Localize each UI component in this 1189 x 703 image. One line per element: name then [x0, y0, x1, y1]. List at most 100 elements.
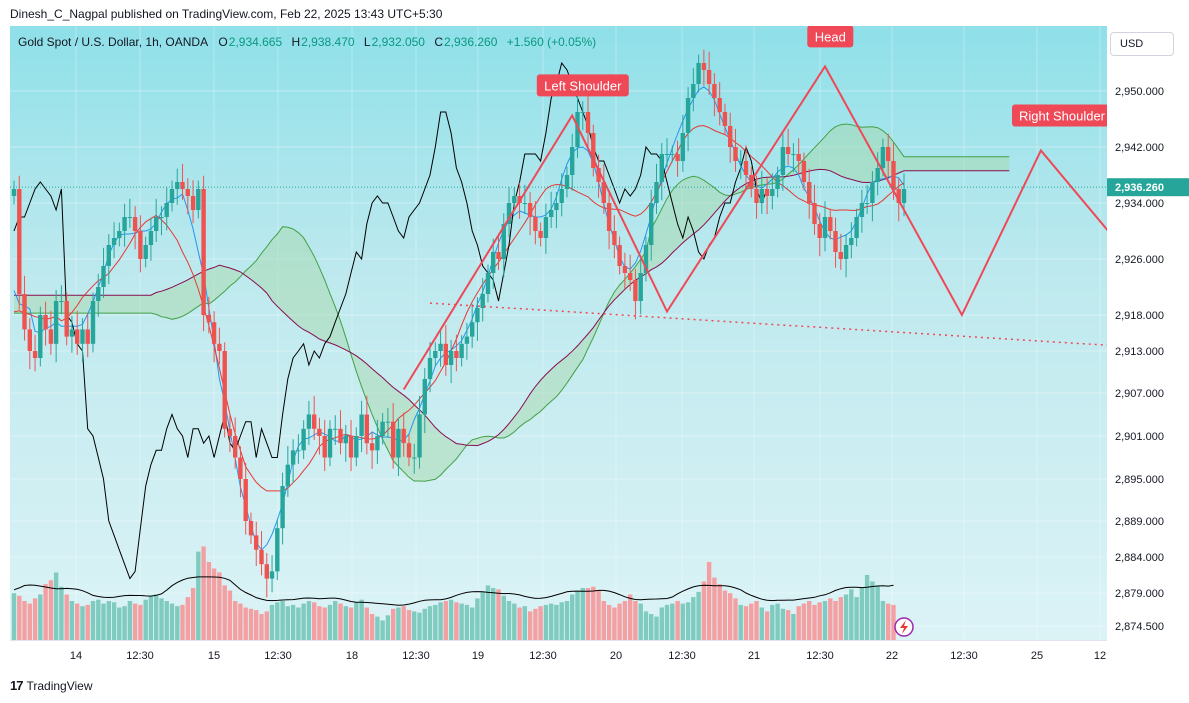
- candle-body[interactable]: [59, 301, 64, 302]
- candle-body[interactable]: [596, 168, 601, 182]
- candle-body[interactable]: [622, 266, 628, 273]
- candle-body[interactable]: [243, 479, 248, 521]
- candle-body[interactable]: [254, 535, 259, 550]
- candle-body[interactable]: [185, 189, 190, 196]
- candle-body[interactable]: [549, 210, 554, 217]
- candle-body[interactable]: [464, 336, 470, 344]
- candle-body[interactable]: [875, 168, 880, 182]
- candle-body[interactable]: [148, 231, 154, 245]
- candle-body[interactable]: [591, 133, 596, 168]
- candle-body[interactable]: [106, 245, 111, 266]
- candle-body[interactable]: [417, 414, 422, 458]
- candle-body[interactable]: [175, 182, 180, 189]
- candle-body[interactable]: [43, 315, 48, 330]
- candle-body[interactable]: [475, 308, 480, 323]
- candle-body[interactable]: [343, 436, 348, 444]
- candle-body[interactable]: [154, 217, 159, 231]
- candle-body[interactable]: [791, 154, 796, 155]
- candle-body[interactable]: [706, 70, 712, 84]
- candle-body[interactable]: [364, 414, 369, 444]
- candle-body[interactable]: [712, 84, 717, 98]
- candle-body[interactable]: [780, 147, 786, 175]
- candlestick-chart[interactable]: Left Shoulder Head Right Shoulder: [10, 26, 1107, 640]
- candle-body[interactable]: [454, 351, 459, 358]
- candle-body[interactable]: [901, 189, 907, 203]
- candle-body[interactable]: [269, 571, 275, 579]
- candle-body[interactable]: [290, 450, 296, 465]
- candle-body[interactable]: [385, 421, 391, 423]
- tradingview-brand[interactable]: 17 TradingView: [10, 678, 93, 693]
- candle-body[interactable]: [606, 203, 612, 231]
- candle-body[interactable]: [459, 343, 464, 358]
- candle-body[interactable]: [222, 351, 227, 429]
- candle-body[interactable]: [312, 414, 317, 429]
- candle-body[interactable]: [891, 161, 896, 189]
- candle-body[interactable]: [427, 358, 433, 379]
- candle-body[interactable]: [506, 203, 512, 224]
- candle-body[interactable]: [143, 245, 148, 259]
- candle-body[interactable]: [111, 238, 117, 245]
- candle-body[interactable]: [754, 189, 759, 203]
- candle-body[interactable]: [659, 154, 664, 182]
- candle-body[interactable]: [801, 161, 807, 182]
- candle-body[interactable]: [564, 175, 570, 189]
- candle-body[interactable]: [48, 329, 54, 344]
- candle-body[interactable]: [401, 428, 406, 444]
- candle-body[interactable]: [380, 421, 385, 436]
- candle-body[interactable]: [211, 322, 217, 344]
- candle-body[interactable]: [306, 414, 312, 429]
- candle-body[interactable]: [433, 351, 438, 358]
- candle-body[interactable]: [285, 464, 290, 486]
- candle-body[interactable]: [575, 112, 580, 147]
- candle-body[interactable]: [512, 196, 517, 203]
- candle-body[interactable]: [443, 343, 448, 365]
- candle-body[interactable]: [859, 203, 865, 217]
- candle-body[interactable]: [770, 189, 775, 196]
- candle-body[interactable]: [812, 203, 817, 224]
- candle-body[interactable]: [628, 273, 633, 280]
- candle-body[interactable]: [733, 147, 738, 161]
- candle-body[interactable]: [354, 436, 359, 458]
- candle-body[interactable]: [132, 217, 138, 231]
- candle-body[interactable]: [559, 189, 564, 203]
- candle-body[interactable]: [22, 294, 27, 330]
- candle-body[interactable]: [838, 252, 843, 259]
- candle-body[interactable]: [85, 329, 90, 344]
- candle-body[interactable]: [422, 379, 427, 415]
- price-scale[interactable]: 2,950.000 2,942.000 2,934.000 2,926.000 2,91…: [1107, 26, 1189, 640]
- candle-body[interactable]: [580, 112, 585, 113]
- candle-body[interactable]: [406, 443, 412, 458]
- candle-body[interactable]: [11, 189, 17, 196]
- candle-body[interactable]: [886, 147, 891, 161]
- candle-body[interactable]: [396, 428, 401, 458]
- candle-body[interactable]: [833, 231, 838, 252]
- candle-body[interactable]: [227, 428, 233, 436]
- candle-body[interactable]: [90, 301, 96, 344]
- candle-body[interactable]: [533, 217, 538, 231]
- candle-body[interactable]: [701, 63, 707, 70]
- candle-body[interactable]: [822, 217, 828, 238]
- candle-body[interactable]: [369, 443, 375, 451]
- candle-body[interactable]: [680, 133, 685, 161]
- candle-body[interactable]: [75, 329, 80, 344]
- candle-body[interactable]: [896, 189, 901, 203]
- candle-body[interactable]: [828, 217, 833, 231]
- candle-body[interactable]: [322, 436, 327, 458]
- candle-body[interactable]: [796, 154, 801, 161]
- candle-body[interactable]: [164, 203, 169, 217]
- candle-body[interactable]: [127, 217, 133, 218]
- candle-body[interactable]: [201, 189, 206, 315]
- candle-body[interactable]: [664, 154, 670, 155]
- currency-selector[interactable]: USD: [1110, 32, 1174, 56]
- candle-body[interactable]: [69, 329, 75, 337]
- candle-body[interactable]: [53, 301, 59, 344]
- candle-body[interactable]: [391, 421, 396, 458]
- candle-body[interactable]: [717, 98, 722, 112]
- candle-body[interactable]: [759, 189, 764, 203]
- candle-body[interactable]: [448, 351, 454, 365]
- chart-plot-area[interactable]: Left Shoulder Head Right Shoulder: [10, 26, 1107, 640]
- candle-body[interactable]: [248, 521, 254, 536]
- candle-body[interactable]: [638, 273, 643, 301]
- candle-body[interactable]: [601, 182, 606, 203]
- candle-body[interactable]: [359, 414, 364, 437]
